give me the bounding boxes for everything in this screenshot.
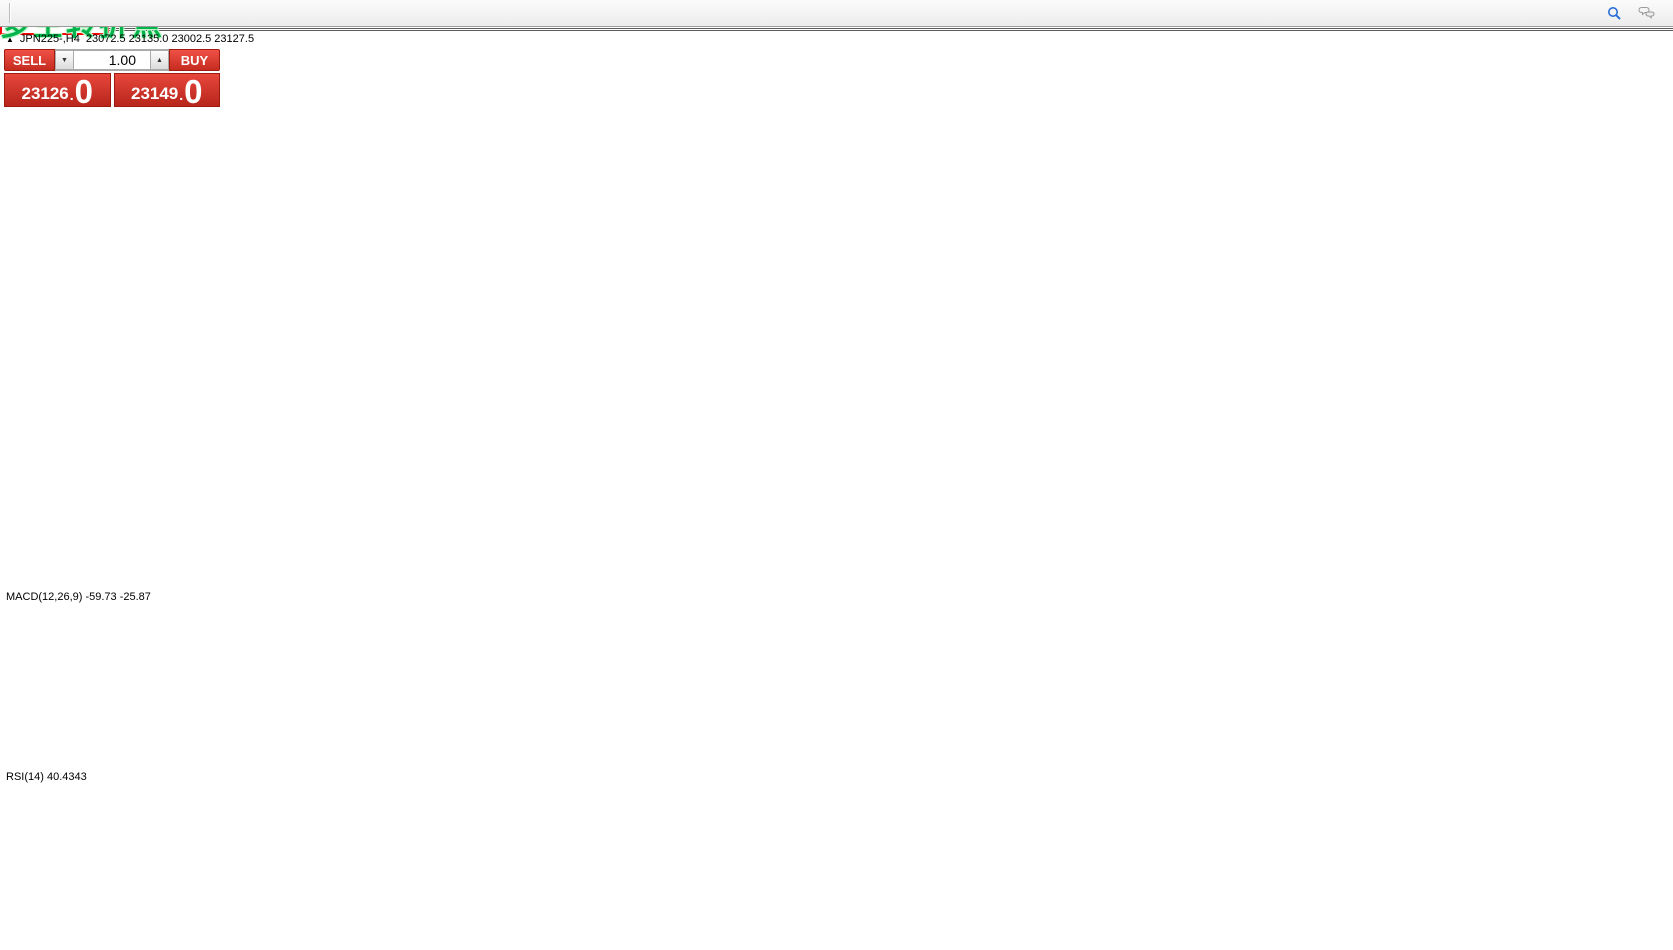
one-click-trading-panel: SELL ▼ ▲ BUY 23126.0 23149.0 <box>4 49 220 110</box>
sell-price-decimal: 0 <box>74 72 94 110</box>
chart-title: ▲ JPN225-,H4 23072.5 23135.0 23002.5 231… <box>6 33 254 45</box>
buy-price-display[interactable]: 23149. 0 <box>113 72 220 110</box>
sell-price-dot: . <box>69 87 74 103</box>
volume-increase-button[interactable]: ▲ <box>150 50 169 70</box>
buy-price-decimal: 0 <box>184 72 203 110</box>
buy-price-int: 23149 <box>130 84 179 103</box>
volume-stepper: ▼ ▲ <box>55 49 169 71</box>
macd-label: MACD(12,26,9) -59.73 -25.87 <box>6 591 151 603</box>
volume-input[interactable] <box>74 50 150 70</box>
window-frame-top <box>0 28 1673 29</box>
sell-button[interactable]: SELL <box>4 49 55 71</box>
toolbar-right <box>1603 2 1669 24</box>
buy-price-dot: . <box>179 87 184 103</box>
collapse-icon[interactable]: ▲ <box>6 34 14 44</box>
buy-button[interactable]: BUY <box>169 49 220 71</box>
toolbar-separator <box>9 3 10 23</box>
ohlc-values: 23072.5 23135.0 23002.5 23127.5 <box>85 33 255 45</box>
search-icon[interactable] <box>1603 2 1626 24</box>
rsi-label: RSI(14) 40.4343 <box>6 771 87 783</box>
window-frame-top2 <box>0 30 1673 31</box>
sell-price-int: 23126 <box>21 84 69 103</box>
symbol-period-label: JPN225-,H4 <box>19 33 80 45</box>
toolbar <box>0 0 1673 27</box>
chat-icon[interactable] <box>1634 2 1659 24</box>
volume-decrease-button[interactable]: ▼ <box>55 50 74 70</box>
sell-price-display[interactable]: 23126. 0 <box>4 72 111 110</box>
